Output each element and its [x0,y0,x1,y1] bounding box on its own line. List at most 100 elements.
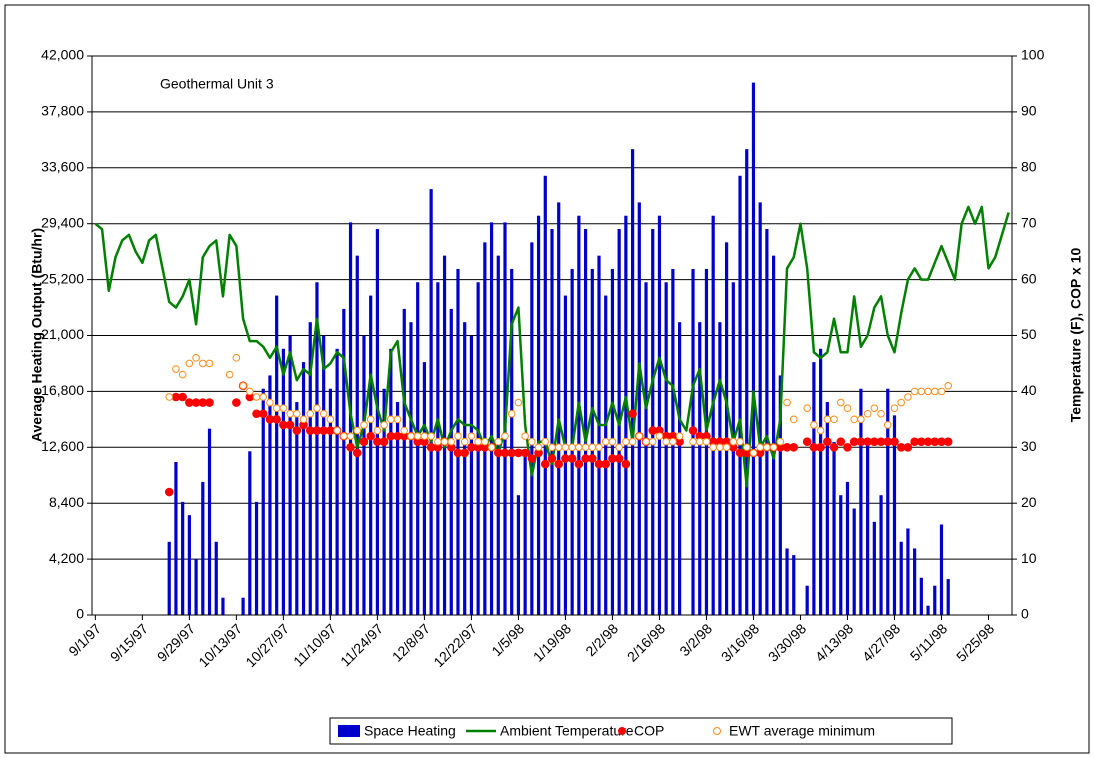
point [178,392,187,402]
bar [597,255,601,615]
point [178,370,187,379]
point [689,437,697,446]
point [514,398,523,407]
point [481,437,489,446]
point [474,437,482,446]
legend-swatch [338,725,360,737]
bar [765,229,769,615]
point [360,421,368,429]
point [802,437,812,447]
point [776,437,785,446]
point [554,443,563,452]
y-tick-label: 42,000 [41,47,84,63]
bar [429,189,433,615]
bar [919,577,923,615]
point [587,454,597,463]
point [642,437,650,446]
point [387,415,395,424]
bar [724,242,729,616]
point [823,437,832,447]
bar [698,322,702,615]
bar [946,579,950,615]
point [628,409,637,419]
point [857,415,865,424]
point [286,409,294,418]
point [520,448,530,458]
point [749,449,758,457]
point [937,387,946,396]
bar [866,441,870,615]
bar [308,322,312,615]
point [816,426,825,435]
point [944,382,953,390]
bar [288,335,292,615]
bar [738,175,742,616]
point [252,393,261,401]
bar [926,605,930,615]
point [333,426,341,435]
point [293,409,301,418]
bar [839,495,843,615]
bar [550,229,554,615]
bar [751,82,756,616]
bar [248,451,252,615]
bar [194,559,198,615]
bar [335,348,339,615]
bar [268,375,272,615]
point [870,404,879,412]
y2-tick-label: 80 [1021,159,1037,175]
point [917,387,926,396]
point [199,359,207,368]
point [527,454,537,463]
point [803,404,811,412]
point [407,432,415,440]
bar [214,541,218,615]
bar [792,555,796,615]
y2-tick-label: 0 [1021,606,1029,622]
bar [745,149,749,615]
bar [657,215,662,615]
point [454,432,462,440]
legend-label: COP [634,723,664,739]
point [904,393,912,401]
bar [812,362,816,615]
point [373,426,382,435]
point [353,426,362,435]
point [716,443,724,452]
point [722,443,731,452]
bar [637,202,641,615]
bar [523,455,527,615]
bar [718,322,722,615]
point [669,437,677,446]
bar [416,282,420,615]
bar [469,335,474,615]
point [850,415,858,424]
bar [382,388,386,615]
bar [483,242,487,616]
bar [181,501,185,615]
y2-tick-label: 20 [1021,494,1037,510]
bar [913,548,917,615]
point [729,437,738,446]
point [628,437,637,446]
bar [536,215,541,615]
legend-label: EWT average minimum [729,723,875,739]
point [232,354,241,362]
bar [819,348,823,615]
y-axis-label: Average Heating Output (Btu/hr) [29,228,45,442]
bar [785,548,789,615]
point [756,443,764,452]
point [561,443,570,452]
point [595,443,603,452]
point [769,443,778,452]
point [501,432,509,440]
bar [677,322,682,615]
point [695,437,704,446]
y2-tick-label: 30 [1021,438,1037,454]
point [836,437,846,447]
point [601,459,611,469]
point [239,382,247,390]
bar [456,268,460,615]
point [709,443,717,452]
point [379,437,389,447]
